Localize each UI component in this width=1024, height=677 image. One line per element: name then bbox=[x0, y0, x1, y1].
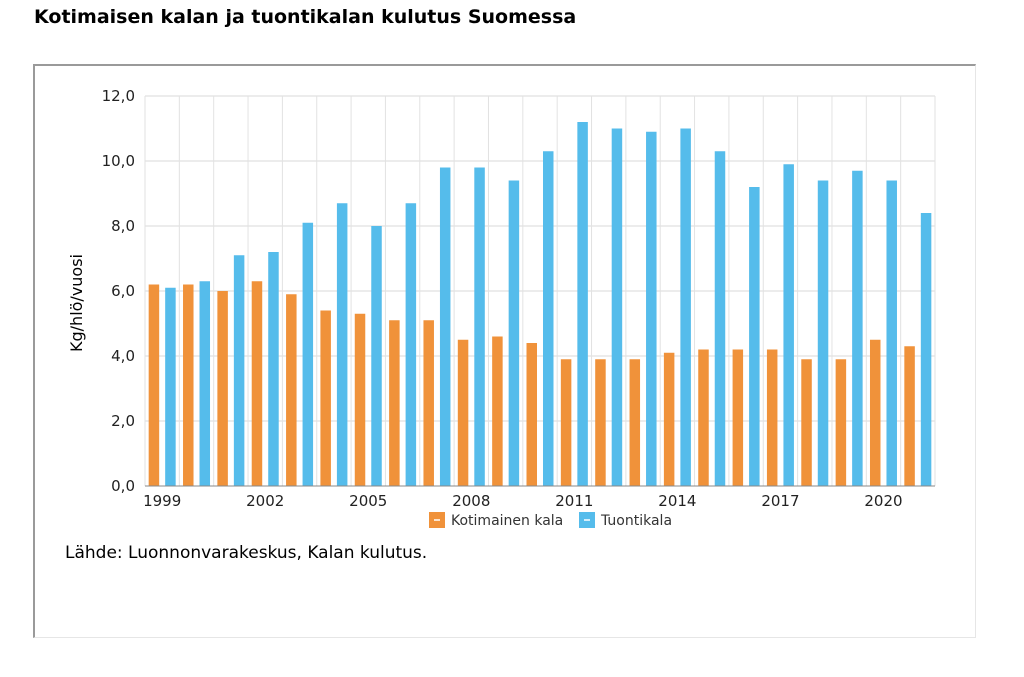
x-tick-label: 2005 bbox=[349, 492, 387, 510]
bar-tuonti-2001[interactable] bbox=[233, 255, 245, 486]
bar-chart: 0,0 2,0 4,0 6,0 8,0 10,0 12,0 1999 2002 2005 2008 2… bbox=[67, 87, 936, 529]
bar-kotimainen-2017[interactable] bbox=[766, 349, 778, 487]
bar-kotimainen-2005[interactable] bbox=[354, 313, 366, 486]
x-tick-label: 2014 bbox=[658, 492, 696, 510]
y-tick-label: 0,0 bbox=[111, 477, 135, 495]
x-tick-label: 2020 bbox=[864, 492, 902, 510]
x-tick-label: 2008 bbox=[452, 492, 490, 510]
bar-tuonti-2008[interactable] bbox=[474, 167, 485, 487]
bar-tuonti-2013[interactable] bbox=[646, 131, 657, 486]
bar-kotimainen-2004[interactable] bbox=[320, 310, 331, 487]
bar-kotimainen-1999[interactable] bbox=[148, 284, 160, 487]
bar-tuonti-1999[interactable] bbox=[165, 287, 176, 486]
bar-tuonti-2002[interactable] bbox=[268, 252, 279, 486]
bar-tuonti-2018[interactable] bbox=[817, 180, 829, 487]
bar-kotimainen-2015[interactable] bbox=[698, 349, 709, 487]
bar-kotimainen-2000[interactable] bbox=[183, 284, 194, 487]
bar-kotimainen-2008[interactable] bbox=[457, 339, 469, 486]
bar-kotimainen-2009[interactable] bbox=[492, 336, 503, 487]
bar-kotimainen-2001[interactable] bbox=[217, 291, 228, 486]
bar-kotimainen-2010[interactable] bbox=[526, 343, 538, 486]
x-tick-label: 1999 bbox=[143, 492, 181, 510]
bar-kotimainen-2019[interactable] bbox=[835, 359, 847, 486]
y-axis-label: Kg/hlö/vuosi bbox=[67, 254, 86, 352]
y-tick-label: 12,0 bbox=[102, 87, 135, 105]
legend-item-tuonti[interactable]: Tuontikala bbox=[579, 512, 672, 529]
bar-tuonti-2020[interactable] bbox=[886, 180, 897, 487]
bar-tuonti-2006[interactable] bbox=[405, 203, 417, 486]
legend[interactable]: Kotimainen kala Tuontikala bbox=[429, 512, 672, 529]
bar-kotimainen-2012[interactable] bbox=[595, 359, 606, 486]
page-title: Kotimaisen kalan ja tuontikalan kulutus … bbox=[34, 6, 577, 28]
bar-tuonti-2000[interactable] bbox=[199, 281, 211, 486]
bar-tuonti-2012[interactable] bbox=[611, 128, 623, 487]
bar-tuonti-2007[interactable] bbox=[439, 167, 451, 487]
bar-tuonti-2019[interactable] bbox=[852, 170, 863, 486]
bar-tuonti-2009[interactable] bbox=[508, 180, 520, 487]
source-note: Lähde: Luonnonvarakeskus, Kalan kulutus. bbox=[65, 543, 428, 563]
bar-kotimainen-2006[interactable] bbox=[389, 320, 400, 486]
bar-tuonti-2016[interactable] bbox=[749, 187, 760, 486]
bar-tuonti-2011[interactable] bbox=[577, 122, 588, 486]
x-tick-label: 2017 bbox=[761, 492, 799, 510]
chart-container: 0,0 2,0 4,0 6,0 8,0 10,0 12,0 1999 2002 2005 2008 2… bbox=[33, 64, 976, 638]
y-tick-label: 8,0 bbox=[111, 217, 135, 235]
y-tick-label: 2,0 bbox=[111, 412, 135, 430]
bar-tuonti-2015[interactable] bbox=[714, 151, 726, 486]
bar-kotimainen-2002[interactable] bbox=[251, 281, 263, 486]
legend-label: Tuontikala bbox=[600, 513, 672, 529]
bars bbox=[148, 122, 932, 487]
bar-tuonti-2003[interactable] bbox=[302, 222, 314, 486]
bar-kotimainen-2020[interactable] bbox=[869, 339, 881, 486]
bar-kotimainen-2016[interactable] bbox=[732, 349, 744, 487]
bar-kotimainen-2013[interactable] bbox=[629, 359, 641, 486]
bar-kotimainen-2007[interactable] bbox=[423, 320, 434, 486]
x-tick-label: 2002 bbox=[246, 492, 284, 510]
bar-kotimainen-2014[interactable] bbox=[663, 352, 675, 486]
y-tick-label: 6,0 bbox=[111, 282, 135, 300]
bar-kotimainen-2011[interactable] bbox=[560, 359, 572, 486]
bar-tuonti-2014[interactable] bbox=[680, 128, 691, 487]
y-tick-label: 4,0 bbox=[111, 347, 135, 365]
bar-kotimainen-2018[interactable] bbox=[801, 359, 812, 486]
legend-label: Kotimainen kala bbox=[451, 513, 563, 529]
legend-item-kotimainen[interactable]: Kotimainen kala bbox=[429, 512, 563, 529]
bar-tuonti-2004[interactable] bbox=[336, 203, 348, 486]
bar-tuonti-2021[interactable] bbox=[920, 213, 932, 486]
bar-tuonti-2010[interactable] bbox=[543, 151, 554, 486]
y-tick-label: 10,0 bbox=[102, 152, 135, 170]
axes: 0,0 2,0 4,0 6,0 8,0 10,0 12,0 1999 2002 2005 2008 2… bbox=[102, 87, 935, 510]
bar-tuonti-2017[interactable] bbox=[783, 164, 794, 486]
grid-lines bbox=[144, 95, 936, 487]
bar-kotimainen-2003[interactable] bbox=[286, 294, 297, 486]
bar-kotimainen-2021[interactable] bbox=[904, 346, 915, 486]
x-tick-label: 2011 bbox=[555, 492, 593, 510]
bar-tuonti-2005[interactable] bbox=[371, 226, 382, 486]
